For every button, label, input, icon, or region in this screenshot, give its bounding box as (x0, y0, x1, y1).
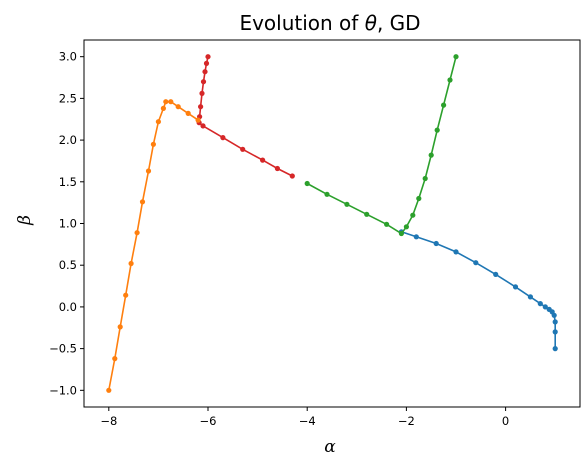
data-point (160, 105, 166, 111)
data-point (175, 104, 181, 110)
data-point (453, 249, 459, 255)
data-point (537, 301, 543, 307)
data-point (344, 201, 350, 207)
y-axis-label: β (15, 215, 35, 226)
series-line (198, 56, 293, 177)
data-point (123, 292, 129, 298)
data-point (139, 199, 146, 205)
y-axis-ticks: −1.0 −0.5 0.0 0.5 1.0 1.5 2.0 2.5 3.0 (49, 50, 84, 397)
data-point (552, 319, 558, 325)
chart-title: Evolution of θ, GD (239, 11, 420, 35)
data-point (493, 271, 499, 277)
y-tick-label: 2.0 (59, 133, 77, 147)
series-line (108, 100, 199, 391)
data-point (200, 123, 206, 129)
y-tick-label: −1.0 (49, 383, 77, 397)
data-point (163, 99, 169, 105)
data-point (128, 260, 134, 267)
data-point (205, 54, 211, 60)
y-tick-label: 0.5 (59, 258, 77, 272)
data-point (112, 356, 118, 362)
data-point (364, 211, 370, 217)
data-point (422, 175, 428, 182)
data-point (552, 346, 558, 352)
data-point (274, 165, 280, 172)
x-tick-label: −8 (100, 414, 117, 428)
data-point (202, 69, 208, 75)
series-2 (196, 54, 295, 179)
data-point (441, 102, 447, 108)
data-point (199, 90, 205, 96)
data-point (168, 99, 174, 105)
y-tick-label: 1.5 (59, 175, 77, 189)
x-tick-label: 0 (502, 414, 509, 428)
y-tick-label: 0.0 (59, 300, 77, 314)
series-layer (106, 54, 558, 393)
series-3 (106, 99, 201, 393)
data-point (200, 79, 207, 85)
data-point (552, 329, 558, 335)
data-point (117, 324, 123, 330)
x-axis-ticks: −8 −6 −4 −2 0 (100, 407, 509, 428)
y-tick-label: −0.5 (49, 342, 77, 356)
data-point (185, 110, 191, 116)
data-point (203, 60, 210, 66)
data-point (413, 234, 419, 240)
series-line (401, 231, 557, 349)
x-tick-label: −6 (200, 414, 217, 428)
series-0 (398, 229, 558, 352)
data-point (428, 152, 434, 158)
data-point (195, 117, 201, 123)
data-point (473, 260, 479, 266)
data-point (220, 135, 226, 141)
data-point (150, 141, 156, 147)
data-point (240, 146, 246, 152)
y-tick-label: 1.0 (59, 217, 77, 231)
data-point (134, 230, 140, 236)
data-point (453, 54, 459, 60)
data-point (433, 240, 439, 247)
data-point (155, 119, 161, 125)
plot-frame (83, 39, 581, 408)
data-point (512, 284, 519, 290)
y-tick-label: 3.0 (59, 50, 77, 64)
data-point (546, 306, 552, 312)
x-tick-label: −2 (398, 414, 415, 428)
data-point (447, 77, 453, 83)
data-point (398, 230, 404, 237)
x-axis-label: α (324, 437, 336, 457)
data-point (403, 224, 409, 230)
x-tick-label: −4 (299, 414, 316, 428)
data-point (289, 173, 295, 179)
series-line (306, 56, 457, 235)
data-point (145, 168, 152, 174)
data-point (542, 304, 548, 310)
data-point (198, 104, 204, 110)
data-point (260, 157, 266, 163)
data-point (410, 212, 416, 218)
data-point (324, 191, 330, 197)
data-point (384, 221, 390, 227)
data-point (106, 387, 112, 393)
data-point (434, 127, 440, 133)
data-point (416, 195, 422, 202)
series-1 (304, 54, 459, 237)
data-point (527, 294, 534, 300)
data-point (304, 180, 310, 187)
y-tick-label: 2.5 (59, 91, 77, 105)
